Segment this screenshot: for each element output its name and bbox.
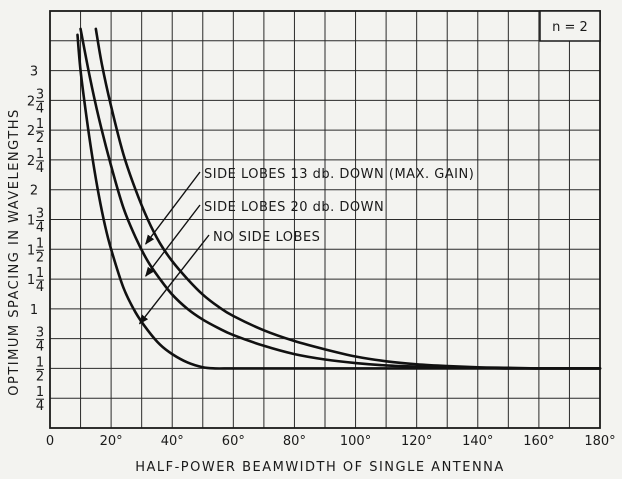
y-tick-label: 342 xyxy=(27,87,44,116)
y-axis-title: OPTIMUM SPACING IN WAVELENGTHS xyxy=(7,108,22,395)
series-curve-1 xyxy=(94,27,602,370)
x-tick-label: 0 xyxy=(46,434,54,449)
plot-border xyxy=(49,10,601,429)
y-tick-label: 142 xyxy=(27,147,44,176)
y-tick-label: 14 xyxy=(36,385,44,414)
y-tick-numerator: 3 xyxy=(36,326,44,341)
series-label-arrow-2 xyxy=(145,204,201,277)
y-tick-label: 121 xyxy=(27,236,44,265)
x-tick-labels: 0 20° 40° 60° 80° 100° 120° 140° 160° 180° xyxy=(46,434,616,449)
x-tick-label: 20° xyxy=(100,434,123,449)
series-label-3: NO SIDE LOBES xyxy=(213,230,320,245)
series-curves xyxy=(76,27,602,370)
y-tick-numerator: 3 xyxy=(36,87,44,102)
series-curve-3 xyxy=(76,33,602,370)
x-tick-label: 120° xyxy=(401,434,432,449)
grid-lines xyxy=(50,11,600,428)
series-curve-2 xyxy=(79,27,602,370)
n-box: n = 2 xyxy=(539,10,601,42)
y-tick-whole: 1 xyxy=(27,273,35,288)
n-box-frame xyxy=(539,10,601,42)
y-tick-whole: 1 xyxy=(27,243,35,258)
x-tick-label: 160° xyxy=(523,434,554,449)
y-tick-denominator: 4 xyxy=(36,161,44,176)
y-tick-label: 12 xyxy=(36,355,44,384)
y-tick-denominator: 4 xyxy=(36,340,44,355)
y-tick-whole: 1 xyxy=(30,303,38,318)
y-tick-whole: 2 xyxy=(27,124,35,139)
y-tick-whole: 2 xyxy=(27,154,35,169)
y-tick-denominator: 4 xyxy=(36,221,44,236)
x-axis-title: HALF-POWER BEAMWIDTH OF SINGLE ANTENNA xyxy=(135,460,505,475)
n-box-label: n = 2 xyxy=(552,20,588,35)
series-label-1: SIDE LOBES 13 db. DOWN (MAX. GAIN) xyxy=(204,167,474,182)
y-tick-denominator: 2 xyxy=(36,131,44,146)
y-tick-numerator: 1 xyxy=(36,147,44,162)
y-tick-label: 1 xyxy=(30,303,38,318)
x-tick-label: 140° xyxy=(462,434,493,449)
y-tick-label: 341 xyxy=(27,207,44,236)
y-tick-whole: 2 xyxy=(27,94,35,109)
y-tick-whole: 2 xyxy=(30,184,38,199)
series-label-2: SIDE LOBES 20 db. DOWN xyxy=(204,200,384,215)
y-tick-denominator: 2 xyxy=(36,369,44,384)
x-tick-label: 100° xyxy=(340,434,371,449)
y-tick-label: 141 xyxy=(27,266,44,295)
y-tick-denominator: 4 xyxy=(36,280,44,295)
y-tick-numerator: 1 xyxy=(36,266,44,281)
x-tick-label: 60° xyxy=(222,434,245,449)
plot-frame xyxy=(49,10,601,429)
x-tick-label: 80° xyxy=(283,434,306,449)
y-tick-label: 2 xyxy=(30,184,38,199)
y-tick-label: 3 xyxy=(30,65,38,80)
y-tick-denominator: 2 xyxy=(36,250,44,265)
x-tick-label: 40° xyxy=(161,434,184,449)
y-tick-denominator: 4 xyxy=(36,101,44,116)
y-tick-numerator: 1 xyxy=(36,355,44,370)
y-tick-denominator: 4 xyxy=(36,399,44,414)
annotations: SIDE LOBES 13 db. DOWN (MAX. GAIN) SIDE L… xyxy=(138,167,474,325)
y-tick-numerator: 1 xyxy=(36,385,44,400)
y-tick-numerator: 1 xyxy=(36,117,44,132)
y-tick-label: 122 xyxy=(27,117,44,146)
y-tick-numerator: 1 xyxy=(36,236,44,251)
y-tick-whole: 1 xyxy=(27,214,35,229)
series-label-arrow-1 xyxy=(145,171,201,245)
y-tick-whole: 3 xyxy=(30,65,38,80)
series-label-arrow-3 xyxy=(138,234,210,325)
x-tick-label: 180° xyxy=(584,434,615,449)
y-tick-numerator: 3 xyxy=(36,207,44,222)
y-tick-label: 34 xyxy=(36,326,44,355)
